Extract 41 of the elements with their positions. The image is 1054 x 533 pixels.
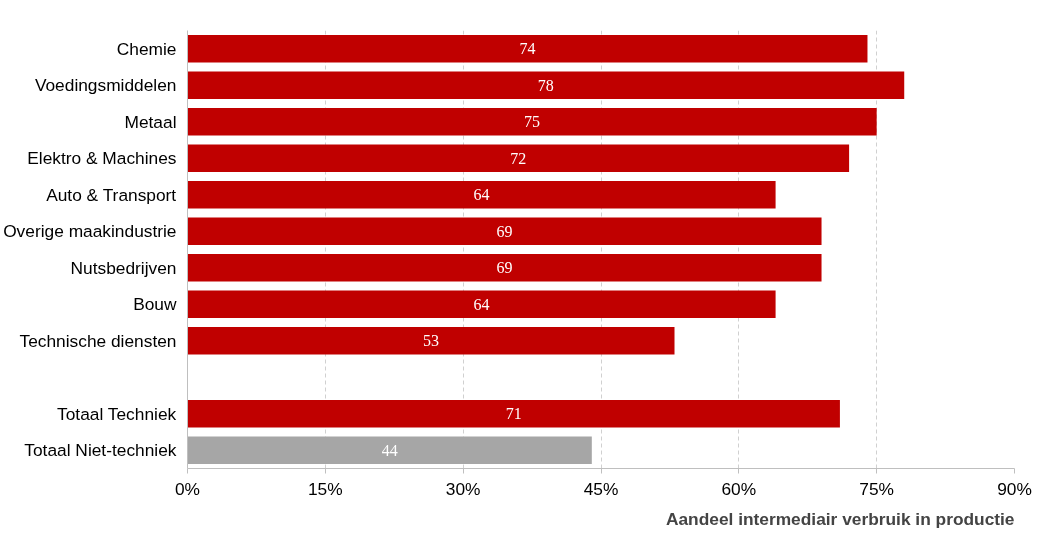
x-tick-label: 90% xyxy=(997,478,1032,499)
data-label: 78 xyxy=(537,76,554,94)
data-label: 74 xyxy=(519,40,536,58)
y-tick-label: Totaal Niet-techniek xyxy=(24,440,177,461)
x-tick-label: 75% xyxy=(859,478,895,499)
data-label: 44 xyxy=(381,441,398,459)
x-tick-label: 45% xyxy=(583,478,619,499)
bar xyxy=(187,290,776,318)
x-axis-title: Aandeel intermediair verbruik in productie xyxy=(665,508,1015,529)
data-label: 53 xyxy=(423,332,440,350)
x-tick-label: 15% xyxy=(307,478,343,499)
data-label: 71 xyxy=(505,405,522,423)
data-label: 64 xyxy=(473,186,490,204)
x-tick-label: 0% xyxy=(174,478,201,499)
data-label: 75 xyxy=(524,113,541,131)
y-tick-label: Totaal Techniek xyxy=(57,403,177,424)
bar xyxy=(187,181,776,209)
y-tick-label: Bouw xyxy=(133,294,177,315)
bar xyxy=(187,436,592,464)
bar xyxy=(187,217,822,245)
bar xyxy=(187,400,840,428)
data-label: 69 xyxy=(496,222,513,240)
bar xyxy=(187,144,850,172)
data-label: 64 xyxy=(473,295,490,313)
x-tick-label: 60% xyxy=(721,478,757,499)
data-label: 72 xyxy=(510,149,527,167)
y-tick-label: Voedingsmiddelen xyxy=(34,75,177,96)
bar xyxy=(187,327,675,355)
y-tick-label: Overige maakindustrie xyxy=(3,221,177,242)
y-tick-label: Auto & Transport xyxy=(46,184,177,205)
x-tick-label: 30% xyxy=(445,478,481,499)
y-tick-label: Technische diensten xyxy=(19,330,177,351)
bar xyxy=(187,254,822,282)
y-tick-label: Chemie xyxy=(116,38,177,59)
data-label: 69 xyxy=(496,259,513,277)
bar xyxy=(187,71,905,99)
bar xyxy=(187,35,868,63)
y-tick-label: Elektro & Machines xyxy=(27,148,177,169)
y-tick-label: Nutsbedrijven xyxy=(70,257,177,278)
bar xyxy=(187,108,877,136)
y-tick-label: Metaal xyxy=(124,111,177,132)
